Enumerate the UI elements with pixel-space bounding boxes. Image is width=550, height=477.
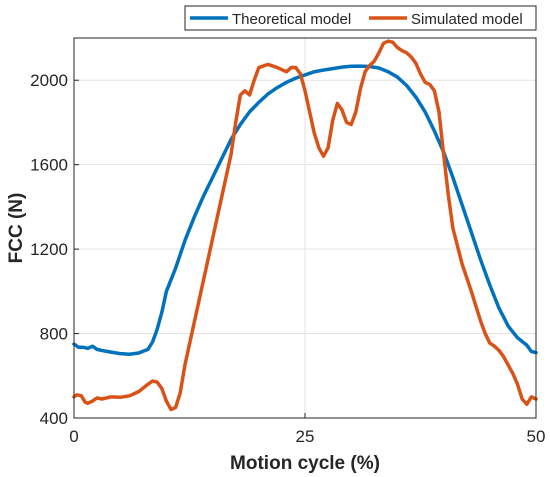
y-tick-label-2000: 2000 [30, 71, 68, 90]
y-tick-label-800: 800 [40, 325, 68, 344]
x-tick-label-25: 25 [296, 427, 315, 446]
legend-label-theoretical-model: Theoretical model [232, 11, 351, 28]
y-tick-label-400: 400 [40, 409, 68, 428]
x-tick-label-0: 0 [69, 427, 78, 446]
ticks-layer: 0 25 50 400 800 1200 1600 2000 [30, 71, 545, 446]
legend-box [184, 5, 537, 31]
series-line-simulated-model [72, 39, 538, 412]
y-axis-title: FCC (N) [6, 193, 27, 264]
series-line-theoretical-model [72, 64, 538, 356]
series-layer [72, 39, 538, 412]
y-tick-label-1600: 1600 [30, 156, 68, 175]
x-tick-label-50: 50 [527, 427, 546, 446]
y-tick-label-1200: 1200 [30, 240, 68, 259]
legend-label-simulated-model: Simulated model [411, 11, 523, 28]
legend: Theoretical model Simulated model [184, 5, 537, 31]
x-axis-title: Motion cycle (%) [230, 453, 380, 474]
